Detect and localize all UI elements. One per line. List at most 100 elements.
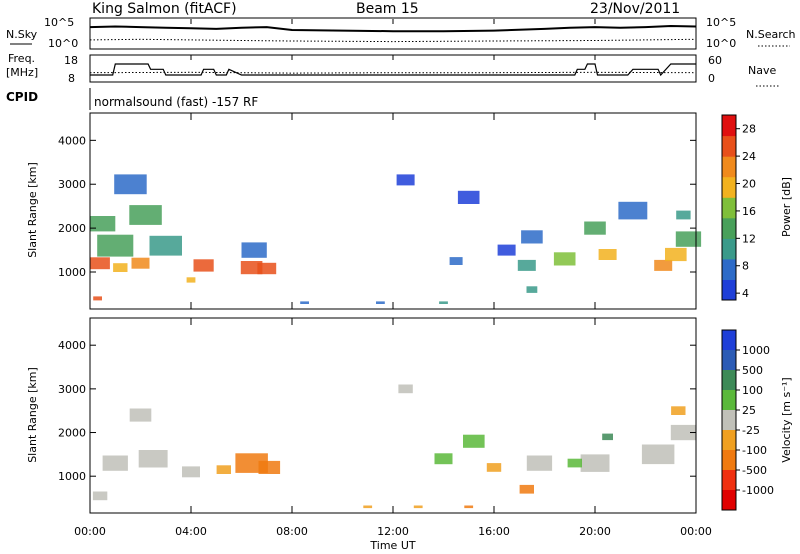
- noise-series: [89, 24, 697, 43]
- velocity-ytick-label-3: 4000: [58, 339, 86, 352]
- vel-cells-cell-9: [486, 463, 502, 472]
- beam-title: Beam 15: [356, 1, 419, 17]
- power-cells-cell-11: [114, 174, 147, 195]
- velocity-ytick-label-1: 2000: [58, 427, 86, 440]
- velocity-cb-tick-3: 25: [742, 404, 756, 417]
- power-cells-cell-21: [598, 249, 617, 260]
- date-title: 23/Nov/2011: [590, 1, 680, 17]
- power-cells-cell-4: [240, 261, 263, 275]
- power-cells-cell-28: [376, 301, 385, 304]
- power-cells-cell-26: [526, 286, 538, 293]
- power-cells-cell-13: [186, 277, 196, 283]
- noise-tick-right-top: 10^5: [706, 16, 736, 29]
- velocity-scatter-cells: [92, 384, 697, 509]
- velocity-cb-tick-5: -100: [742, 444, 767, 457]
- vel-cells-cell-12: [641, 444, 675, 465]
- vel-cells-cell-10: [526, 455, 553, 471]
- power-cells-cell-9: [90, 216, 116, 232]
- vel-cells-cell-2: [182, 466, 200, 478]
- noise-frame: [89, 17, 697, 50]
- vel-cells-cell-19: [464, 505, 474, 509]
- power-cb-tick-6: 28: [742, 123, 756, 136]
- noise-line-1: [89, 38, 697, 43]
- power-cb-swatch-3: [722, 217, 736, 239]
- noise-tick-right-bottom: 10^0: [706, 37, 736, 50]
- nave-tick-top: 60: [708, 54, 722, 67]
- vel-cells-cell-0: [102, 455, 128, 471]
- power-colorbar-frame: [721, 114, 737, 301]
- freq-label: Freq.: [8, 52, 35, 65]
- vel-cells-cell-13: [670, 424, 697, 441]
- velocity-cb-swatch-3: [722, 390, 736, 411]
- power-cells-cell-23: [665, 247, 687, 262]
- cpid-value: normalsound (fast) -157 RF: [94, 95, 258, 109]
- power-colorbar-label: Power [dB]: [780, 177, 793, 237]
- power-cb-swatch-4: [722, 197, 736, 219]
- power-cb-swatch-7: [722, 135, 736, 157]
- x-axis-ticks: 00:00 04:00 08:00 12:00 16:00 20:00 00:00: [74, 19, 712, 538]
- power-cb-swatch-5: [722, 176, 736, 198]
- velocity-colorbar-label: Velocity [m s⁻¹]: [780, 377, 793, 462]
- power-cells-cell-20: [553, 252, 576, 266]
- velocity-cb-swatch-5: [722, 430, 736, 451]
- velocity-ytick-label-2: 3000: [58, 383, 86, 396]
- velocity-cb-tick-4: -25: [742, 424, 760, 437]
- power-cells-cell-15: [497, 244, 516, 256]
- power-cells-cell-24: [584, 221, 606, 235]
- vel-cells-cell-1: [138, 450, 168, 468]
- velocity-cb-tick-2: 100: [742, 384, 763, 397]
- velocity-panel: 1000 2000 3000 4000 Slant Range [km]: [26, 317, 697, 514]
- power-cells-cell-8: [241, 242, 267, 258]
- power-ytick-label-2: 3000: [58, 178, 86, 191]
- vel-cells-cell-18: [413, 505, 423, 509]
- power-cells-cell-16: [521, 230, 543, 244]
- velocity-cb-tick-0: 1000: [742, 344, 770, 357]
- power-cells-cell-6: [97, 234, 134, 257]
- velocity-cb-tick-6: -500: [742, 464, 767, 477]
- vel-cells-cell-8: [463, 434, 485, 448]
- vel-cells-cell-14: [567, 458, 582, 468]
- power-colorbar: 4 8 12 16 20 24 28 Power [dB]: [721, 114, 793, 301]
- freq-strip: Freq. [MHz] 18 8 60 0 Nave: [6, 52, 780, 87]
- nsearch-label: N.Search: [746, 28, 796, 41]
- vel-cells-cell-7: [434, 453, 453, 465]
- power-cb-swatch-6: [722, 156, 736, 178]
- power-cb-swatch-8: [722, 115, 736, 137]
- freq-unit-label: [MHz]: [6, 66, 38, 79]
- vel-cells-cell-17: [363, 505, 373, 509]
- power-frame: [89, 112, 697, 310]
- power-cb-tick-0: 4: [742, 287, 749, 300]
- vel-cells-cell-20: [519, 484, 534, 494]
- power-cb-swatch-2: [722, 238, 736, 260]
- power-cells-cell-14: [449, 257, 463, 265]
- power-ylabel: Slant Range [km]: [26, 162, 39, 258]
- freq-line: [90, 63, 696, 77]
- power-cells-cell-3: [193, 259, 214, 272]
- power-cb-tick-4: 20: [742, 178, 756, 191]
- power-colorbar-swatches: [722, 115, 736, 301]
- xtick-label-6: 00:00: [680, 525, 712, 538]
- x-axis-label: Time UT: [369, 539, 415, 552]
- freq-tick-bottom: 8: [68, 72, 75, 85]
- velocity-cb-swatch-1: [722, 350, 736, 371]
- xtick-label-4: 16:00: [478, 525, 510, 538]
- power-panel: 1000 2000 3000 4000 Slant Range [km]: [26, 112, 702, 310]
- velocity-cb-tick-7: -1000: [742, 484, 774, 497]
- freq-series: [89, 63, 697, 77]
- power-cells-cell-18: [396, 174, 415, 186]
- nave-label: Nave: [748, 64, 776, 77]
- power-cb-tick-3: 16: [742, 205, 756, 218]
- power-cells-cell-5: [257, 262, 277, 275]
- power-cells-cell-12: [93, 296, 102, 301]
- vel-cells-cell-15: [129, 408, 152, 422]
- velocity-cb-swatch-0: [722, 330, 736, 351]
- power-cells-cell-25: [676, 210, 691, 220]
- xtick-label-2: 08:00: [276, 525, 308, 538]
- power-ytick-label-1: 2000: [58, 222, 86, 235]
- power-cells-cell-7: [149, 235, 182, 256]
- power-cells-cell-22: [654, 259, 673, 271]
- xtick-label-5: 20:00: [579, 525, 611, 538]
- velocity-ytick-label-0: 1000: [58, 470, 86, 483]
- velocity-cb-swatch-8: [722, 490, 736, 511]
